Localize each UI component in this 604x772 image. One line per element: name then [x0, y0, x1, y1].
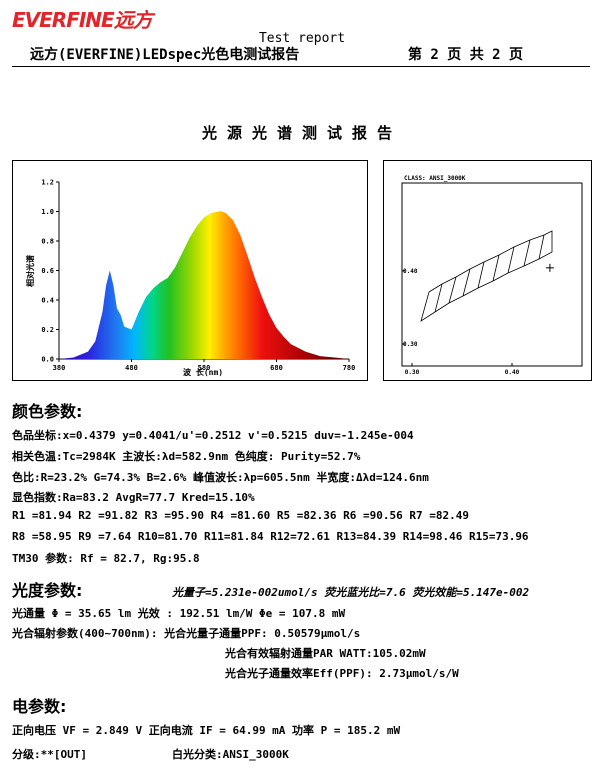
ansi-bin-divider [507, 246, 515, 274]
white-class-text: 白光分类:ANSI_3000K [172, 748, 289, 761]
spectrum-chart: 0.0 0.2 0.4 0.6 0.8 1.0 1.2 380 480 580 680 780 相对光… [25, 179, 356, 378]
y-tick-label: 1.0 [41, 208, 54, 216]
y-tick-label: 0.0 [41, 356, 54, 364]
cct-line: 相关色温:Tc=2984K 主波长:λd=582.9nm 色纯度: Purity… [12, 450, 361, 463]
x-tick-label: 380 [53, 364, 66, 372]
y-tick-label: 0.30 [403, 341, 418, 348]
x-tick-label: 0.30 [405, 369, 420, 376]
chromaticity-point [545, 263, 554, 272]
y-tick-label: 1.2 [41, 179, 54, 187]
y-tick-label: 0.8 [41, 238, 54, 246]
chromaticity-line: 色品坐标:x=0.4379 y=0.4041/u'=0.2512 v'=0.52… [12, 429, 414, 442]
ansi-bin-divider [434, 283, 443, 313]
x-tick-label: 0.40 [505, 369, 520, 376]
r-values-line-1: R1 =81.94 R2 =91.82 R3 =95.90 R4 =81.60 … [12, 509, 469, 522]
ansi-bin-outline [420, 230, 553, 322]
header-divider [12, 66, 590, 67]
luminous-flux-line: 光通量 Φ = 35.65 lm 光效 : 192.51 lm/W Φe = 1… [12, 607, 346, 620]
x-tick-label: 780 [343, 364, 356, 372]
y-tick-label: 0.4 [41, 297, 54, 305]
electrical-heading: 电参数: [12, 697, 67, 716]
electrical-line: 正向电压 VF = 2.849 V 正向电流 IF = 64.99 mA 功率 … [12, 724, 401, 737]
ansi-bin-divider [538, 234, 545, 260]
color-ratio-line: 色比:R=23.2% G=74.3% B=2.6% 峰值波长:λp=605.5n… [12, 471, 429, 484]
ansi-bin-divider [477, 261, 485, 289]
photometric-heading: 光度参数: [12, 581, 83, 600]
grade-text: 分级:**[OUT] [12, 748, 87, 761]
photon-params-line: 光量子=5.231e-002umol/s 荧光蓝光比=7.6 荧光效能=5.14… [172, 586, 530, 599]
company-logo: EVERFINE远方 [12, 8, 153, 32]
x-axis-label: 波 长(nm) [183, 367, 223, 377]
page-indicator: 第 2 页 共 2 页 [408, 47, 524, 63]
x-tick-label: 580 [198, 364, 211, 372]
test-report-label: Test report [258, 31, 346, 46]
chromaticity-chart: CLASS: ANSI_3000K 0.30 0.40 0.40 0.30 [401, 175, 583, 376]
y-tick-label: 0.40 [403, 268, 418, 275]
par-line-3: 光合光子通量效率Eff(PPF): 2.73μmol/s/W [225, 667, 459, 680]
chromaticity-panel: CLASS: ANSI_3000K 0.30 0.40 0.40 0.30 [383, 160, 592, 381]
ansi-bin-divider [492, 254, 500, 282]
spectrum-chart-panel: 0.0 0.2 0.4 0.6 0.8 1.0 1.2 380 480 580 680 780 相对光… [12, 160, 368, 381]
color-params-heading: 颜色参数: [12, 402, 83, 421]
y-tick-label: 0.2 [41, 326, 54, 334]
x-tick-label: 480 [125, 364, 138, 372]
y-tick-label: 0.6 [41, 267, 54, 275]
report-title: 光源光谱测试报告 [201, 124, 402, 142]
x-tick-label: 680 [270, 364, 283, 372]
par-line-1: 光合辐射参数(400~700nm): 光合光量子通量PPF: 0.50579μm… [12, 627, 361, 640]
par-line-2: 光合有效辐射通量PAR WATT:105.02mW [225, 647, 426, 660]
r-values-line-2: R8 =58.95 R9 =7.64 R10=81.70 R11=81.84 R… [12, 530, 529, 543]
ansi-bin-divider [523, 239, 531, 267]
tm30-line: TM30 参数: Rf = 82.7, Rg:95.8 [12, 552, 200, 565]
ansi-bin-divider [462, 268, 471, 297]
chromaticity-class-title: CLASS: ANSI_3000K [404, 175, 466, 182]
spectrum-curve [59, 211, 349, 359]
ansi-bin-divider [448, 276, 457, 304]
report-header-title: 远方(EVERFINE)LEDspec光色电测试报告 [30, 47, 300, 63]
y-axis-label: 相对光谱 [25, 255, 35, 287]
cri-line: 显色指数:Ra=83.2 AvgR=77.7 Kred=15.10% [12, 491, 255, 504]
